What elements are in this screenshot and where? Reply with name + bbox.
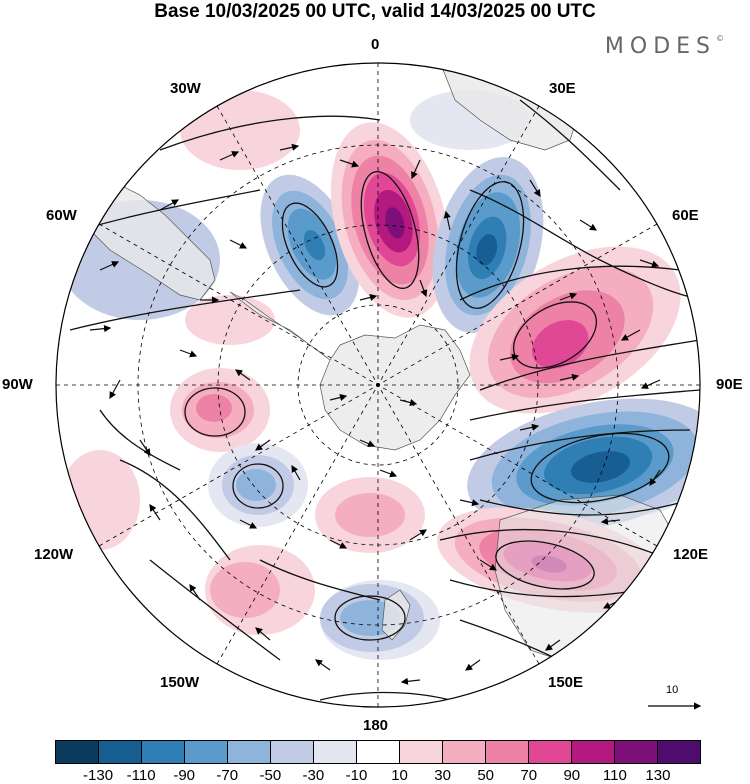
wind-vectors bbox=[89, 143, 661, 685]
colorbar bbox=[55, 740, 701, 764]
lon-label-0: 0 bbox=[371, 36, 380, 53]
colorbar-tick-label: -110 bbox=[126, 767, 156, 784]
positive-anomaly-region bbox=[180, 90, 300, 170]
map-title: Base 10/03/2025 00 UTC, valid 14/03/2025… bbox=[154, 1, 596, 22]
positive-anomaly-cell bbox=[210, 562, 280, 618]
antarctic-peninsula bbox=[229, 291, 331, 361]
colorbar-tick-label: -30 bbox=[302, 767, 325, 784]
negative-anomaly-cell bbox=[208, 443, 308, 527]
positive-anomaly-cell bbox=[315, 477, 425, 553]
colorbar-tick-label: -70 bbox=[216, 767, 239, 784]
colorbar-swatch bbox=[486, 741, 529, 763]
brand-copyright-mark: © bbox=[716, 34, 724, 43]
positive-anomaly-cell bbox=[170, 368, 270, 452]
anomaly-field bbox=[56, 63, 700, 707]
positive-anomaly-cell bbox=[469, 246, 681, 414]
colorbar-tick-label: -90 bbox=[173, 767, 196, 784]
lon-label-90e: 90E bbox=[716, 376, 743, 393]
lon-label-90w: 90W bbox=[2, 376, 33, 393]
colorbar-tick-label: 30 bbox=[434, 767, 451, 784]
colorbar-tick-label: 70 bbox=[520, 767, 538, 784]
colorbar-swatch bbox=[185, 741, 228, 763]
colorbar-swatch bbox=[228, 741, 271, 763]
wind-scale-label: 10 bbox=[666, 684, 679, 696]
lon-label-150e: 150E bbox=[548, 674, 584, 691]
colorbar-swatch bbox=[99, 741, 142, 763]
new-zealand-landmass bbox=[381, 589, 411, 641]
colorbar-swatch bbox=[357, 741, 400, 763]
antarctica-landmass bbox=[319, 324, 471, 451]
brand-logo: MODES© bbox=[605, 34, 724, 59]
colorbar-swatch bbox=[271, 741, 314, 763]
colorbar-tick-label: 110 bbox=[602, 767, 627, 784]
colorbar-tick-label: 50 bbox=[477, 767, 494, 784]
lon-label-180: 180 bbox=[363, 717, 389, 734]
colorbar-swatch bbox=[443, 741, 486, 763]
lon-label-60w: 60W bbox=[46, 207, 77, 224]
colorbar-swatch bbox=[400, 741, 443, 763]
colorbar-tick-label: 90 bbox=[563, 767, 581, 784]
colorbar-swatch bbox=[658, 741, 700, 763]
positive-anomaly-region bbox=[185, 295, 275, 345]
lon-label-120e: 120E bbox=[673, 546, 709, 563]
brand-name: MODES bbox=[604, 34, 716, 59]
south-pole-marker bbox=[376, 383, 380, 387]
colorbar-swatch bbox=[572, 741, 615, 763]
positive-anomaly-cell bbox=[330, 122, 450, 318]
lon-label-30w: 30W bbox=[170, 80, 201, 97]
colorbar-tick-label: -130 bbox=[83, 767, 114, 784]
negative-anomaly-cell bbox=[467, 398, 700, 532]
positive-anomaly-region bbox=[60, 450, 140, 550]
lon-label-120w: 120W bbox=[34, 546, 74, 563]
lon-label-150w: 150W bbox=[160, 674, 200, 691]
colorbar-swatch bbox=[529, 741, 572, 763]
colorbar-swatch bbox=[56, 741, 99, 763]
colorbar-tick-label: 130 bbox=[645, 767, 671, 784]
lon-label-60e: 60E bbox=[672, 207, 699, 224]
colorbar-swatch bbox=[314, 741, 357, 763]
colorbar-swatch bbox=[142, 741, 185, 763]
colorbar-tick-label: -50 bbox=[259, 767, 282, 784]
map-boundary bbox=[55, 62, 701, 708]
colorbar-tick-label: 10 bbox=[391, 767, 408, 784]
colorbar-swatch bbox=[615, 741, 658, 763]
lon-label-30e: 30E bbox=[549, 80, 576, 97]
colorbar-tick-label: -10 bbox=[345, 767, 368, 784]
